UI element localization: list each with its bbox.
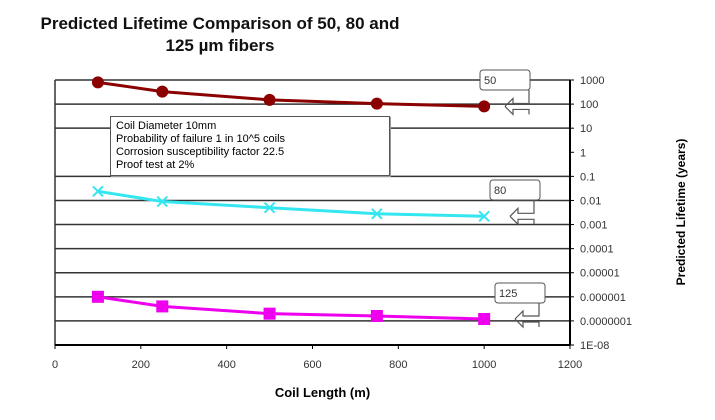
annotation-line: Coil Diameter 10mm (116, 120, 217, 132)
series-line-50 (97, 80, 485, 108)
series-label: 125 (499, 288, 517, 300)
x-tick-label: 200 (132, 359, 150, 371)
chart-title-line2: 125 µm fibers (165, 36, 275, 55)
y-tick-label: 10 (580, 123, 592, 135)
series-callout (479, 69, 531, 91)
data-point (263, 93, 276, 106)
data-point (156, 85, 169, 98)
y-tick-label: 1 (580, 147, 586, 159)
arrow-icon (514, 303, 540, 329)
series-line-125 (97, 295, 485, 321)
data-point (370, 97, 383, 110)
x-tick-label: 400 (217, 359, 235, 371)
chart-title: Predicted Lifetime Comparison of 50, 80 … (40, 14, 400, 33)
x-tick-label: 600 (303, 359, 321, 371)
series-callout (489, 179, 541, 201)
data-point (371, 208, 383, 220)
series-label: 50 (484, 75, 496, 87)
annotation-line: Corrosion susceptibility factor 22.5 (116, 146, 285, 158)
data-point (263, 307, 276, 320)
series-label: 80 (494, 185, 506, 197)
y-tick-label: 0.0001 (580, 244, 614, 256)
y-tick-label: 0.00001 (580, 268, 620, 280)
data-point (156, 300, 169, 313)
x-tick-label: 1000 (472, 359, 496, 371)
y-tick-label: 1000 (580, 75, 604, 87)
annotation-line: Probability of failure 1 in 10^5 coils (116, 133, 286, 145)
y-tick-label: 0.000001 (580, 292, 626, 304)
x-tick-label: 1200 (558, 359, 582, 371)
y-tick-label: 100 (580, 99, 598, 111)
y-tick-label: 0.01 (580, 195, 601, 207)
arrow-icon (509, 200, 535, 226)
series-callout (494, 282, 546, 304)
y-tick-label: 0.001 (580, 220, 608, 232)
series-line-80 (97, 189, 485, 218)
data-point (478, 100, 491, 113)
x-tick-label: 800 (389, 359, 407, 371)
annotation-box: Coil Diameter 10mm Probability of failur… (110, 116, 390, 176)
x-axis-label: Coil Length (m) (275, 385, 370, 400)
data-point (478, 313, 491, 326)
data-point (263, 201, 276, 214)
annotation-line: Proof test at 2% (116, 159, 195, 171)
data-point (370, 309, 383, 322)
data-point (156, 195, 168, 208)
data-point (91, 76, 104, 89)
y-axis-label: Predicted Lifetime (years) (674, 139, 688, 286)
y-tick-label: 1E-08 (580, 340, 609, 352)
data-point (91, 290, 104, 303)
y-tick-label: 0.0000001 (580, 316, 632, 328)
x-tick-label: 0 (52, 359, 58, 371)
data-point (478, 210, 490, 223)
arrow-icon (504, 90, 530, 116)
y-tick-label: 0.1 (580, 171, 595, 183)
data-point (92, 185, 104, 198)
